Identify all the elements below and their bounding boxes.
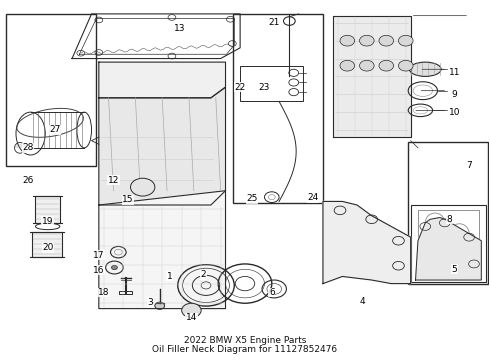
Text: 14: 14 bbox=[186, 313, 197, 322]
Circle shape bbox=[398, 35, 413, 46]
Text: 28: 28 bbox=[23, 143, 34, 152]
Circle shape bbox=[360, 35, 374, 46]
Circle shape bbox=[360, 60, 374, 71]
Text: 3: 3 bbox=[147, 298, 153, 307]
Circle shape bbox=[379, 35, 393, 46]
Polygon shape bbox=[333, 16, 411, 137]
Text: 16: 16 bbox=[93, 266, 104, 275]
Text: 10: 10 bbox=[449, 108, 460, 117]
Text: 9: 9 bbox=[452, 90, 457, 99]
Text: 4: 4 bbox=[359, 297, 365, 306]
Circle shape bbox=[130, 178, 155, 196]
Text: 8: 8 bbox=[447, 215, 452, 224]
Text: Oil Filler Neck Diagram for 11127852476: Oil Filler Neck Diagram for 11127852476 bbox=[152, 345, 338, 354]
Bar bbox=[408, 143, 488, 284]
Bar bbox=[31, 232, 62, 257]
Bar bbox=[411, 205, 486, 282]
Bar bbox=[418, 210, 479, 277]
Text: 2022 BMW X5 Engine Parts: 2022 BMW X5 Engine Parts bbox=[184, 336, 306, 345]
Text: 21: 21 bbox=[269, 18, 280, 27]
Polygon shape bbox=[416, 217, 481, 280]
Text: 2: 2 bbox=[201, 270, 206, 279]
Circle shape bbox=[155, 302, 165, 309]
Ellipse shape bbox=[410, 62, 441, 76]
Text: 19: 19 bbox=[42, 217, 53, 226]
Bar bbox=[35, 196, 60, 223]
Text: 17: 17 bbox=[93, 251, 104, 260]
Text: 6: 6 bbox=[269, 288, 275, 297]
Bar bbox=[240, 66, 303, 102]
Text: 12: 12 bbox=[108, 176, 119, 185]
Bar bbox=[233, 14, 323, 203]
Circle shape bbox=[112, 265, 117, 270]
Polygon shape bbox=[323, 202, 411, 284]
Text: 7: 7 bbox=[466, 161, 472, 170]
Text: 13: 13 bbox=[173, 24, 185, 33]
Circle shape bbox=[398, 60, 413, 71]
Text: 26: 26 bbox=[23, 176, 34, 185]
Polygon shape bbox=[99, 62, 225, 98]
Polygon shape bbox=[99, 191, 225, 309]
Text: 25: 25 bbox=[246, 194, 258, 203]
Circle shape bbox=[182, 303, 201, 318]
Text: 1: 1 bbox=[167, 272, 172, 281]
Circle shape bbox=[340, 60, 355, 71]
Text: 20: 20 bbox=[42, 243, 53, 252]
Polygon shape bbox=[99, 87, 225, 205]
Text: 24: 24 bbox=[308, 193, 319, 202]
Circle shape bbox=[340, 35, 355, 46]
Text: 5: 5 bbox=[452, 265, 457, 274]
Bar bbox=[119, 292, 132, 294]
Text: 27: 27 bbox=[49, 126, 61, 135]
Text: 18: 18 bbox=[98, 288, 109, 297]
Circle shape bbox=[379, 60, 393, 71]
Text: 23: 23 bbox=[259, 83, 270, 92]
Text: 11: 11 bbox=[449, 68, 460, 77]
Text: 22: 22 bbox=[235, 83, 246, 92]
Bar bbox=[6, 14, 97, 166]
Text: 15: 15 bbox=[122, 195, 134, 204]
